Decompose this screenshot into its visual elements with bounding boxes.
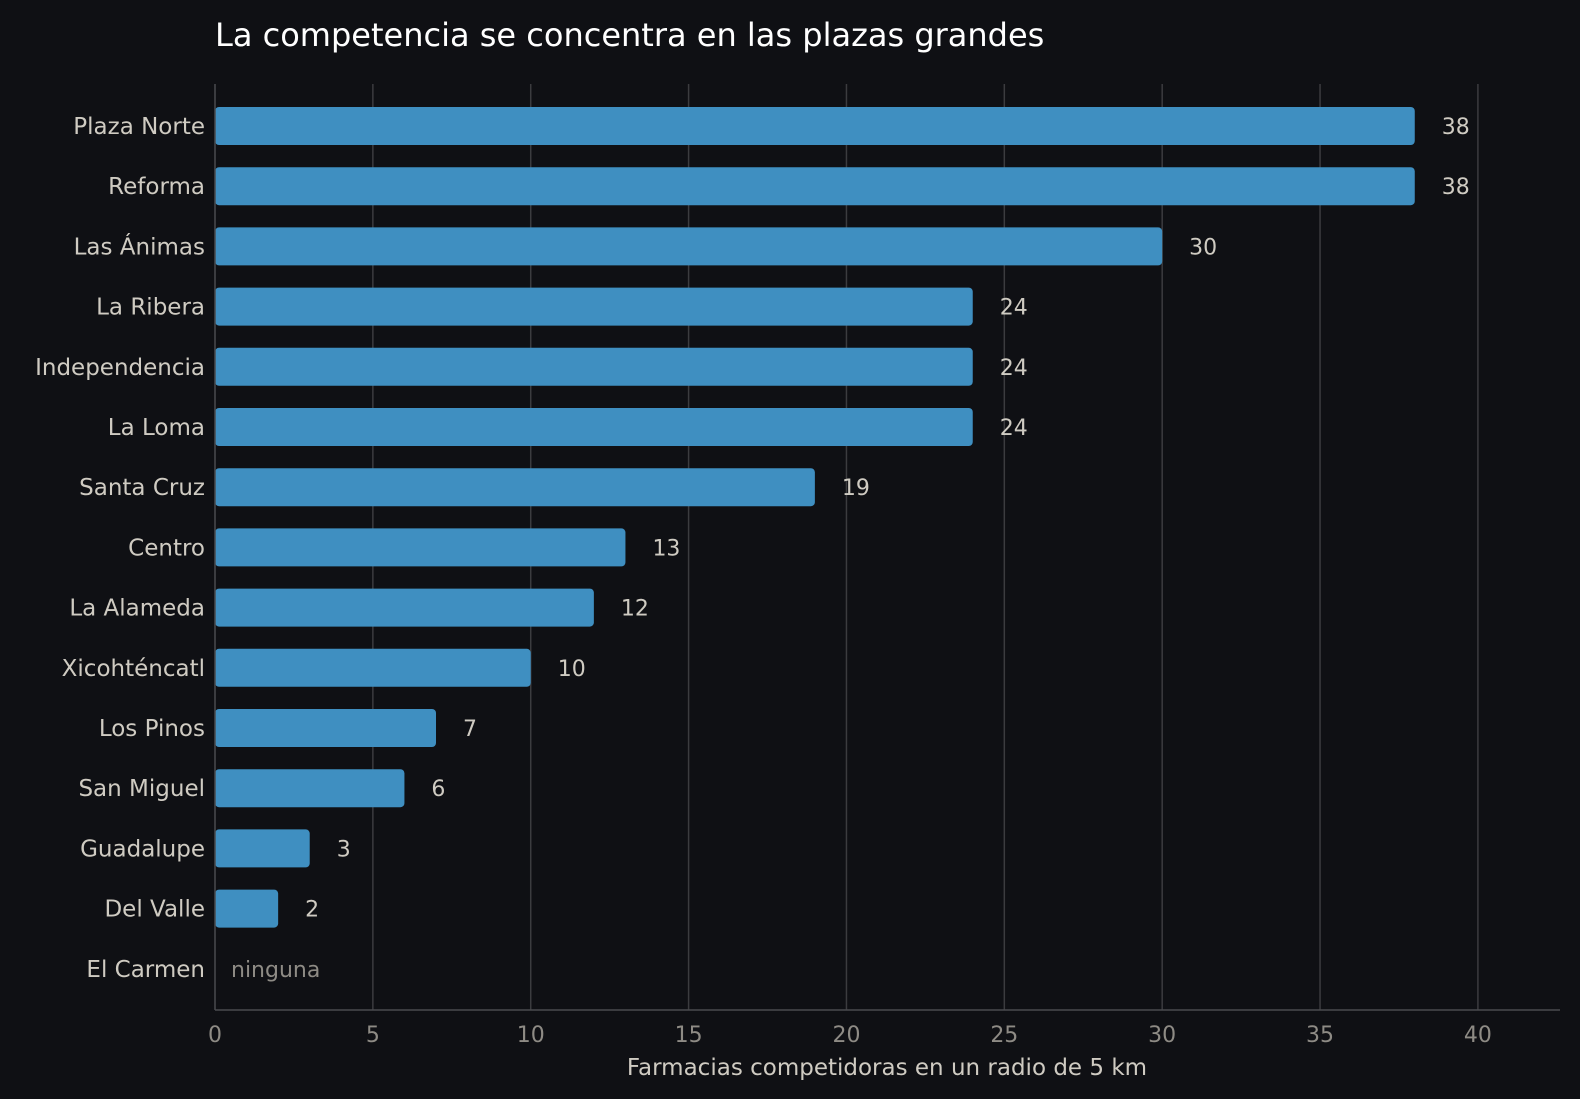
bars (215, 107, 1415, 928)
bar (215, 829, 310, 868)
bar (215, 889, 279, 928)
bar (215, 528, 626, 567)
category-label: El Carmen (86, 957, 205, 983)
category-label: La Ribera (96, 295, 205, 321)
value-label: 2 (305, 898, 319, 923)
value-label: 6 (431, 777, 445, 802)
x-tick-label: 35 (1306, 1023, 1334, 1048)
bar (215, 709, 437, 747)
x-tick-label: 10 (517, 1023, 545, 1048)
category-label: Guadalupe (80, 836, 205, 862)
category-label: Los Pinos (99, 716, 205, 742)
x-tick-label: 30 (1148, 1023, 1176, 1048)
x-axis-label: Farmacias competidoras en un radio de 5 … (627, 1055, 1147, 1081)
bar (215, 408, 973, 446)
labels: 0 5 10 15 20 25 30 35 40 Plaza Norte 38 Reforma 38 La… (35, 114, 1492, 1048)
category-label: Santa Cruz (79, 475, 205, 501)
x-tick-label: 15 (675, 1023, 703, 1048)
value-label: 24 (1000, 296, 1028, 321)
value-label: 24 (1000, 416, 1028, 441)
value-label: 7 (463, 717, 477, 742)
bar (215, 588, 594, 627)
bar (215, 648, 531, 687)
category-label: La Loma (108, 415, 205, 441)
bar (215, 287, 973, 326)
x-tick-label: 40 (1464, 1023, 1492, 1048)
value-label: 24 (1000, 356, 1028, 381)
x-tick-label: 25 (990, 1023, 1018, 1048)
category-label: La Alameda (69, 596, 205, 622)
bar (215, 468, 815, 507)
value-label: 38 (1442, 115, 1470, 140)
category-label: Del Valle (104, 897, 205, 923)
value-label: 38 (1442, 175, 1470, 200)
bar (215, 227, 1163, 266)
value-label: 19 (842, 476, 870, 501)
x-tick-label: 0 (208, 1023, 222, 1048)
bar (215, 347, 973, 386)
value-label: 13 (652, 536, 680, 561)
category-label: Xicohténcatl (62, 656, 205, 682)
chart-title: La competencia se concentra en las plaza… (215, 16, 1044, 54)
zero-value-label: ninguna (231, 958, 320, 983)
value-label: 10 (558, 657, 586, 682)
category-label: Independencia (35, 355, 205, 381)
bar (215, 107, 1415, 145)
category-label: Plaza Norte (73, 114, 205, 140)
x-tick-label: 20 (832, 1023, 860, 1048)
category-label: San Miguel (78, 776, 205, 802)
category-label: Centro (128, 535, 205, 561)
category-label: Reforma (108, 174, 205, 200)
bar (215, 167, 1415, 206)
value-label: 12 (621, 597, 649, 622)
category-label: Las Ánimas (74, 232, 205, 260)
value-label: 3 (337, 837, 351, 862)
bar (215, 769, 405, 808)
x-tick-label: 5 (366, 1023, 380, 1048)
value-label: 30 (1189, 235, 1217, 260)
